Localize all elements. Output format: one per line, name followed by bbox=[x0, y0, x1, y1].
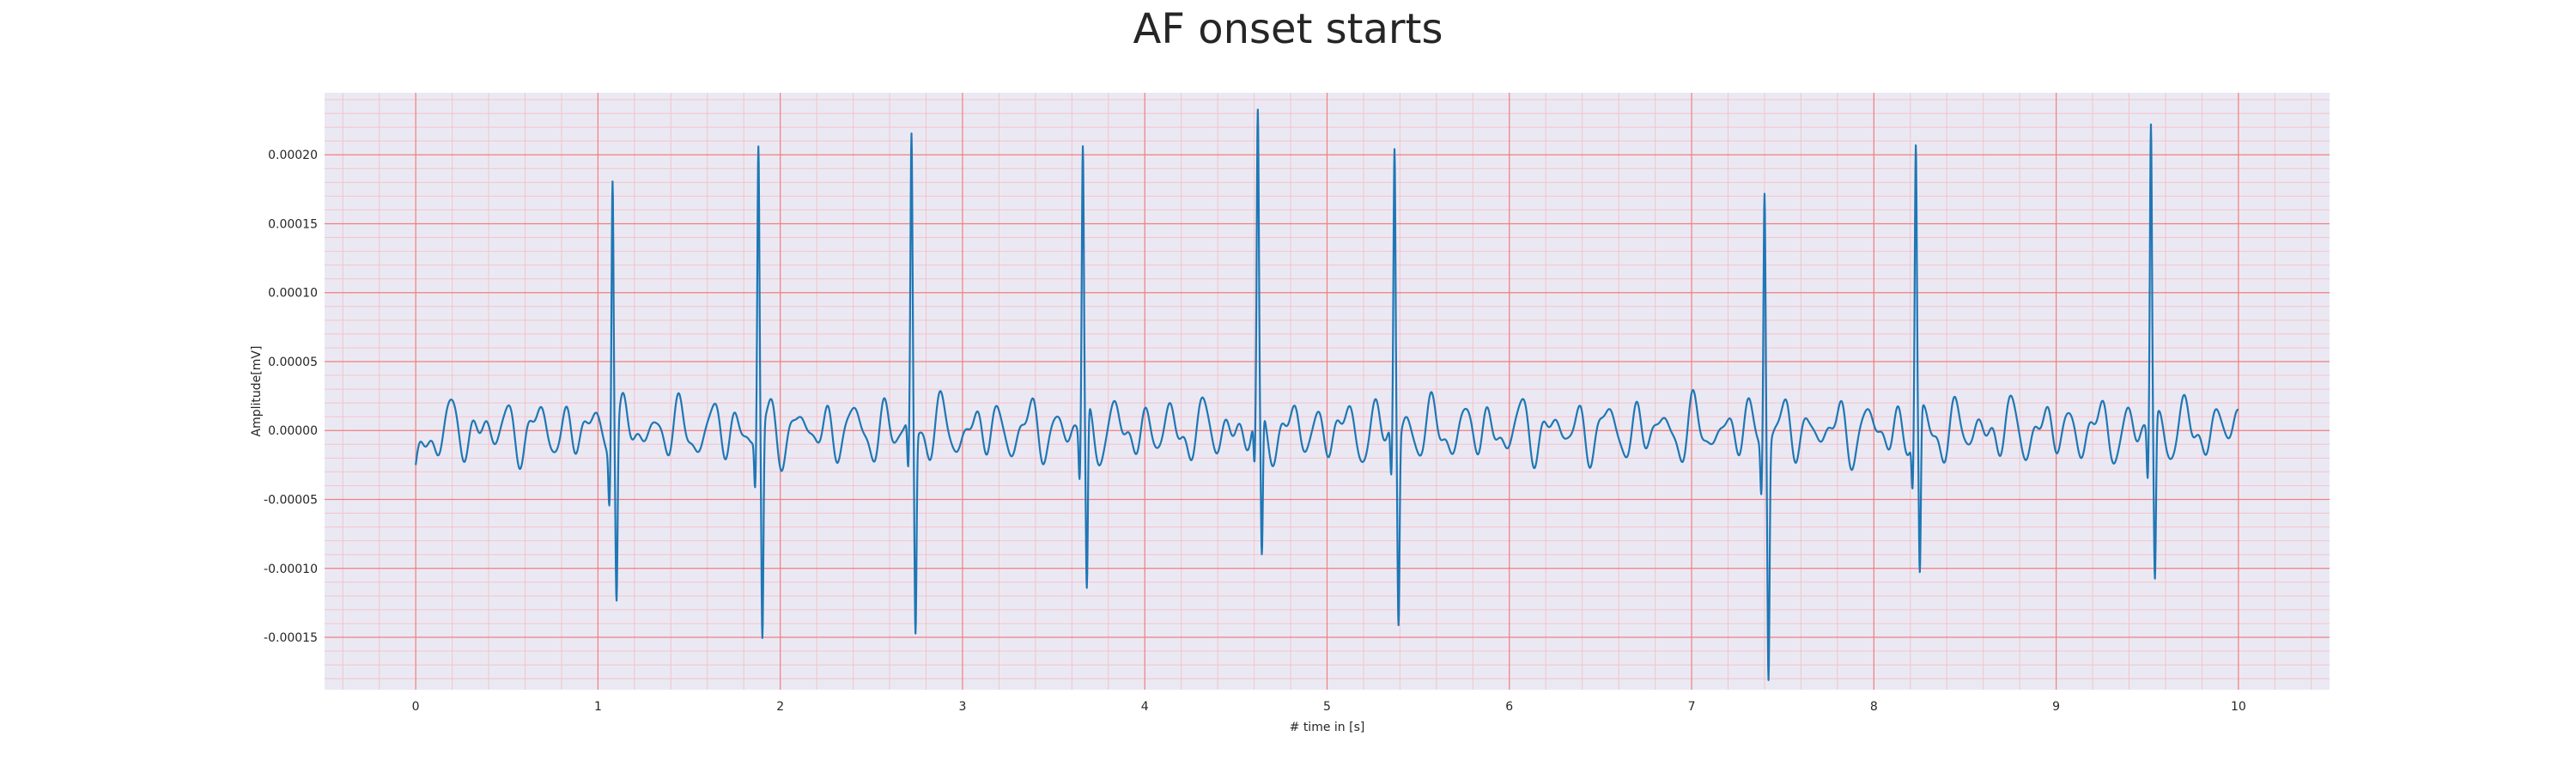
x-tick-label: 0 bbox=[412, 700, 420, 714]
x-tick-label: 6 bbox=[1505, 700, 1513, 714]
x-tick-label: 8 bbox=[1870, 700, 1878, 714]
x-axis-label: # time in [s] bbox=[1290, 721, 1365, 734]
ecg-series-line bbox=[415, 108, 2239, 681]
x-tick-label: 2 bbox=[776, 700, 784, 714]
y-tick-label: -0.00015 bbox=[264, 631, 318, 645]
y-tick-label: 0.00010 bbox=[268, 287, 318, 301]
y-tick-label: 0.00005 bbox=[268, 356, 318, 369]
x-tick-labels: 0 1 2 3 4 5 6 7 8 9 10 bbox=[412, 700, 2246, 714]
x-tick-label: 5 bbox=[1323, 700, 1331, 714]
series-layer bbox=[415, 108, 2239, 681]
chart-title: AF onset starts bbox=[1133, 5, 1443, 53]
x-tick-label: 3 bbox=[958, 700, 966, 714]
y-tick-label: 0.00015 bbox=[268, 217, 318, 231]
y-axis-label: Amplitude[mV] bbox=[250, 346, 264, 437]
y-tick-label: 0.00020 bbox=[268, 149, 318, 162]
y-tick-labels: -0.00015 -0.00010 -0.00005 0.00000 0.00005 0.… bbox=[264, 149, 318, 645]
major-grid bbox=[325, 93, 2330, 690]
y-tick-label: 0.00000 bbox=[268, 424, 318, 438]
x-tick-label: 1 bbox=[594, 700, 602, 714]
x-tick-label: 10 bbox=[2231, 700, 2246, 714]
x-tick-label: 9 bbox=[2052, 700, 2060, 714]
x-tick-label: 4 bbox=[1141, 700, 1149, 714]
x-tick-label: 7 bbox=[1688, 700, 1696, 714]
y-tick-label: -0.00010 bbox=[264, 563, 318, 576]
y-tick-label: -0.00005 bbox=[264, 493, 318, 507]
